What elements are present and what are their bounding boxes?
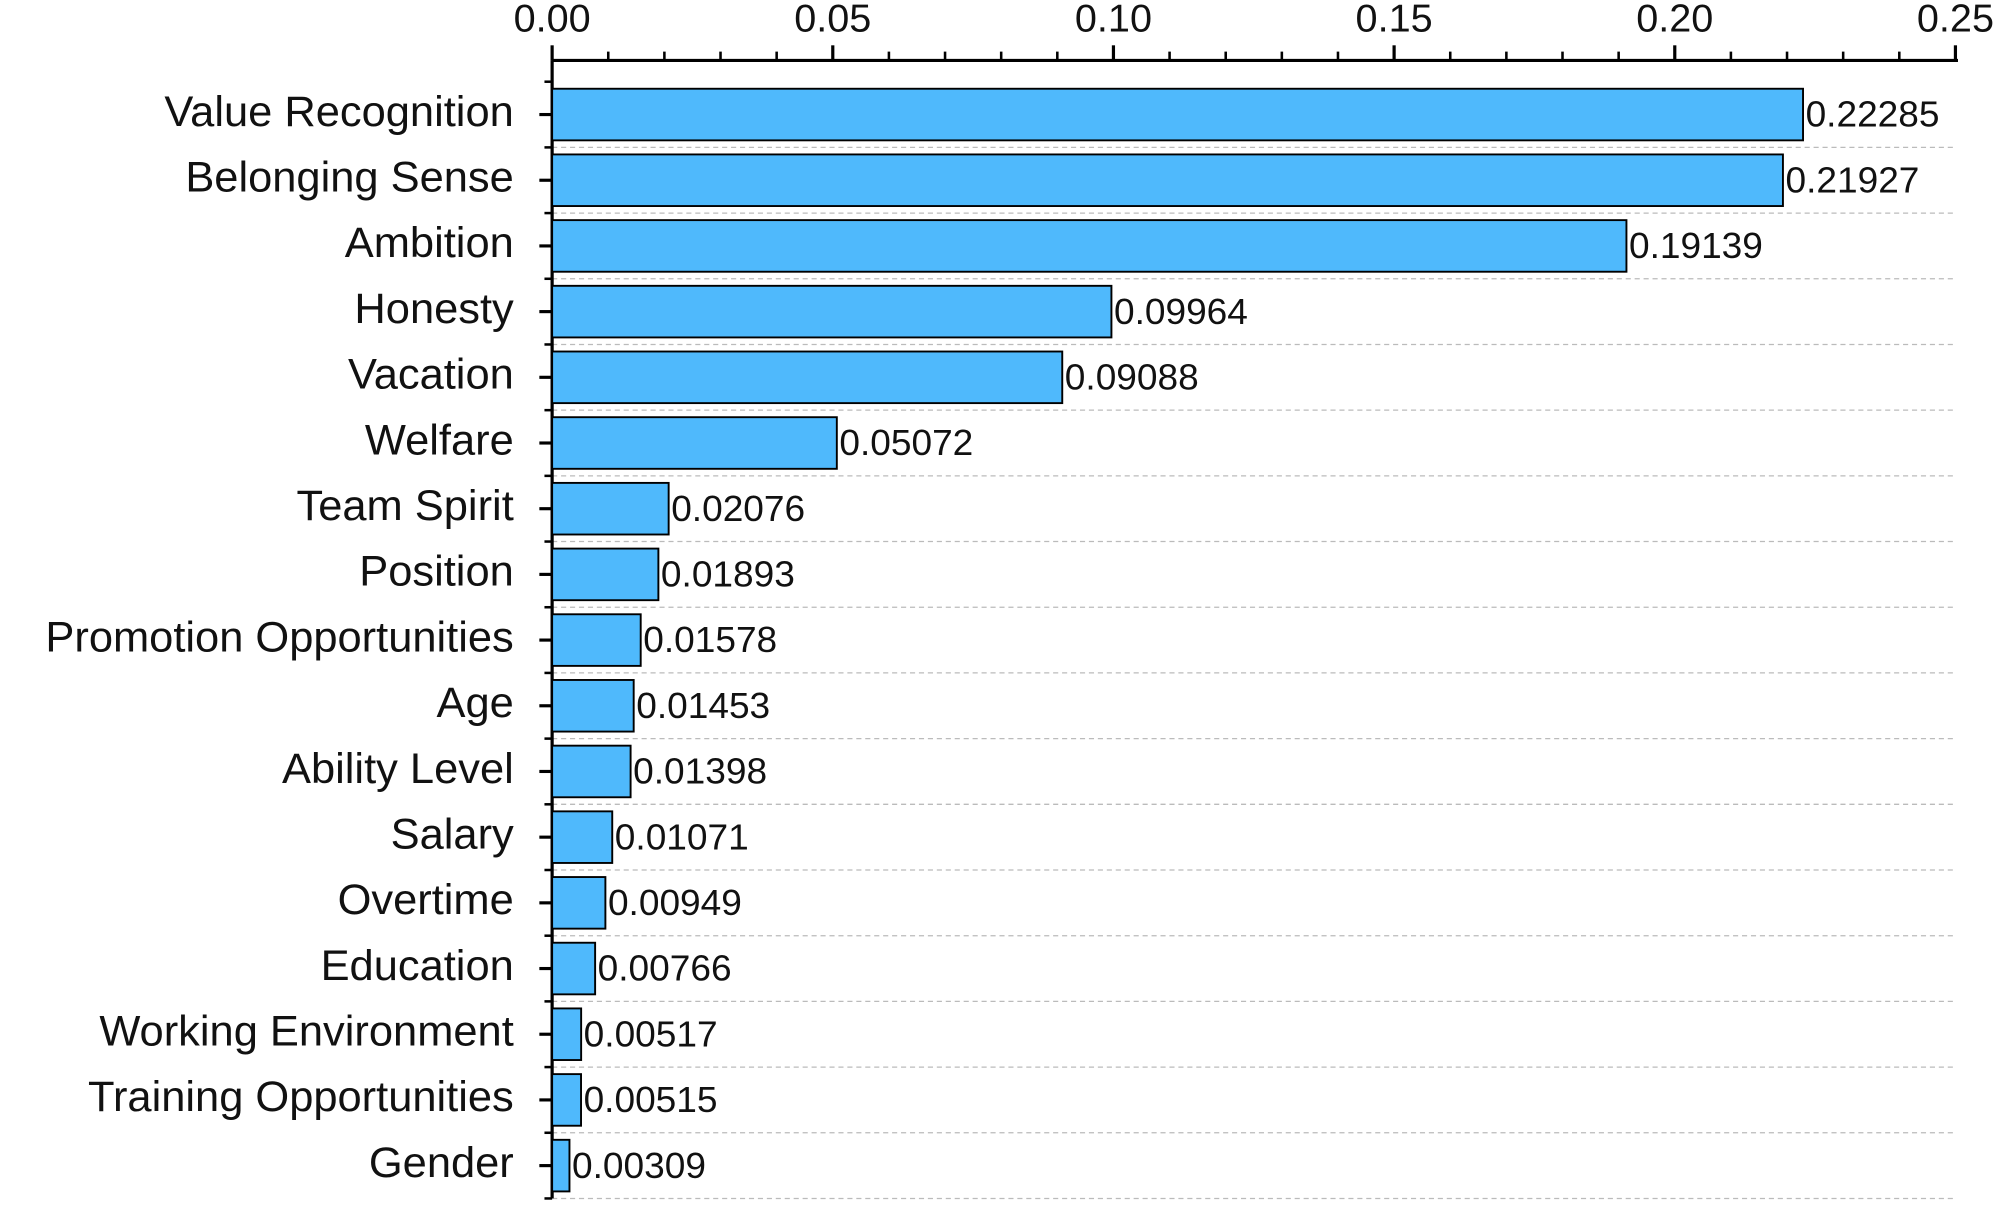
- value-label: 0.09088: [1065, 357, 1199, 398]
- value-label: 0.22285: [1806, 94, 1940, 135]
- y-tick-label: Training Opportunities: [88, 1074, 514, 1122]
- bar: [551, 1007, 583, 1061]
- y-tick-label: Working Environment: [99, 1008, 513, 1056]
- bar: [551, 350, 1064, 405]
- value-label: 0.00515: [584, 1079, 718, 1120]
- bar: [551, 416, 838, 470]
- y-tick-label: Position: [359, 548, 514, 596]
- bar: [551, 744, 632, 799]
- value-label: 0.00949: [608, 882, 742, 923]
- bar: [551, 87, 1804, 142]
- x-tick-label: 0.00: [514, 0, 591, 41]
- x-tick-label: 0.25: [1917, 0, 1994, 41]
- bar: [551, 284, 1113, 339]
- value-label: 0.05072: [839, 422, 973, 463]
- value-label: 0.01071: [615, 817, 749, 858]
- y-tick-label: Ambition: [345, 220, 514, 268]
- value-label: 0.00766: [598, 948, 732, 989]
- y-tick-label: Salary: [391, 811, 515, 859]
- value-label: 0.01893: [661, 554, 795, 595]
- value-label: 0.09964: [1114, 291, 1248, 332]
- y-tick-label: Honesty: [354, 285, 514, 333]
- y-tick-label: Education: [321, 942, 514, 990]
- y-tick-label: Welfare: [365, 417, 514, 465]
- x-tick-label: 0.15: [1356, 0, 1433, 41]
- y-tick-label: Belonging Sense: [185, 154, 513, 202]
- x-tick-label: 0.05: [794, 0, 871, 41]
- bar: [551, 876, 607, 930]
- bar: [551, 679, 635, 733]
- y-tick-label: Ability Level: [282, 745, 514, 793]
- y-tick-label: Overtime: [338, 876, 514, 924]
- value-label: 0.01578: [643, 619, 777, 660]
- value-label: 0.00309: [572, 1145, 706, 1186]
- value-label: 0.01398: [633, 751, 767, 792]
- value-label: 0.19139: [1629, 225, 1763, 266]
- value-label: 0.00517: [584, 1014, 718, 1055]
- bar: [551, 1138, 571, 1193]
- bar: [551, 941, 597, 996]
- y-tick-label: Age: [436, 679, 513, 727]
- value-label: 0.01453: [636, 685, 770, 726]
- bar: [551, 1073, 582, 1127]
- x-tick-label: 0.20: [1636, 0, 1713, 41]
- x-tick-label: 0.10: [1075, 0, 1152, 41]
- bar: [551, 153, 1784, 207]
- y-tick-label: Vacation: [348, 351, 514, 399]
- y-tick-label: Promotion Opportunities: [45, 614, 513, 662]
- y-tick-label: Gender: [369, 1139, 514, 1187]
- bar: [551, 481, 670, 536]
- y-tick-label: Value Recognition: [164, 88, 513, 136]
- y-tick-label: Team Spirit: [297, 482, 514, 530]
- value-label: 0.21927: [1785, 160, 1919, 201]
- bar: [551, 547, 660, 602]
- bar: [551, 810, 614, 864]
- bar: [551, 613, 642, 667]
- bar: [551, 219, 1628, 273]
- value-label: 0.02076: [671, 488, 805, 529]
